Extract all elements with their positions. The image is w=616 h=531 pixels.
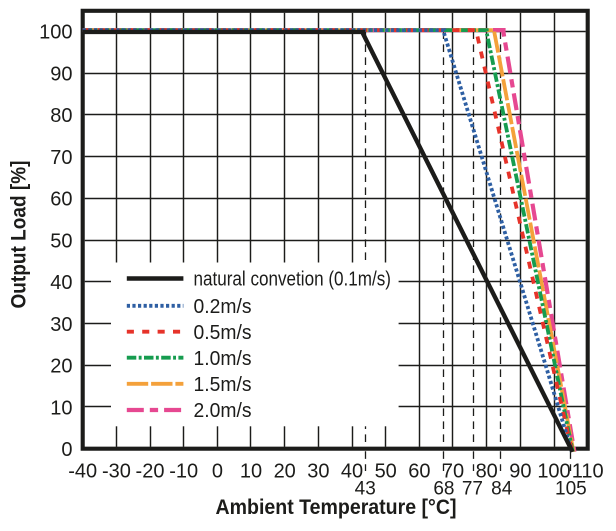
svg-text:80: 80 bbox=[50, 105, 72, 127]
svg-text:2.0m/s: 2.0m/s bbox=[194, 400, 252, 422]
svg-text:0: 0 bbox=[61, 439, 72, 461]
svg-text:natural convetion (0.1m/s): natural convetion (0.1m/s) bbox=[194, 269, 392, 291]
svg-text:60: 60 bbox=[408, 461, 430, 483]
svg-text:70: 70 bbox=[50, 147, 72, 169]
svg-text:10: 10 bbox=[50, 397, 72, 419]
svg-text:110: 110 bbox=[572, 461, 604, 483]
svg-text:43: 43 bbox=[355, 479, 376, 500]
svg-text:30: 30 bbox=[307, 461, 329, 483]
svg-text:50: 50 bbox=[50, 230, 72, 252]
svg-text:84: 84 bbox=[491, 479, 513, 500]
svg-text:0.2m/s: 0.2m/s bbox=[194, 296, 252, 318]
svg-text:68: 68 bbox=[433, 479, 454, 500]
svg-text:77: 77 bbox=[462, 479, 483, 500]
svg-text:40: 40 bbox=[50, 272, 72, 294]
svg-text:70: 70 bbox=[442, 461, 464, 483]
svg-text:1.0m/s: 1.0m/s bbox=[194, 348, 252, 370]
svg-text:80: 80 bbox=[476, 461, 498, 483]
svg-text:60: 60 bbox=[50, 189, 72, 211]
svg-text:40: 40 bbox=[341, 461, 363, 483]
svg-text:100: 100 bbox=[537, 461, 570, 483]
svg-text:Ambient Temperature [°C]: Ambient Temperature [°C] bbox=[216, 496, 457, 519]
svg-text:10: 10 bbox=[240, 461, 262, 483]
svg-text:90: 90 bbox=[50, 63, 72, 85]
svg-text:20: 20 bbox=[50, 356, 72, 378]
svg-text:-40: -40 bbox=[68, 461, 97, 483]
svg-text:Output Load [%]: Output Load [%] bbox=[8, 161, 31, 309]
svg-text:-30: -30 bbox=[102, 461, 131, 483]
svg-text:-10: -10 bbox=[169, 461, 198, 483]
svg-text:20: 20 bbox=[274, 461, 296, 483]
svg-text:-20: -20 bbox=[136, 461, 165, 483]
svg-text:50: 50 bbox=[375, 461, 397, 483]
svg-text:90: 90 bbox=[509, 461, 531, 483]
svg-text:0: 0 bbox=[212, 461, 223, 483]
svg-text:105: 105 bbox=[555, 479, 587, 500]
svg-text:1.5m/s: 1.5m/s bbox=[194, 374, 252, 396]
svg-text:0.5m/s: 0.5m/s bbox=[194, 322, 252, 344]
svg-text:30: 30 bbox=[50, 314, 72, 336]
svg-text:100: 100 bbox=[39, 22, 72, 44]
